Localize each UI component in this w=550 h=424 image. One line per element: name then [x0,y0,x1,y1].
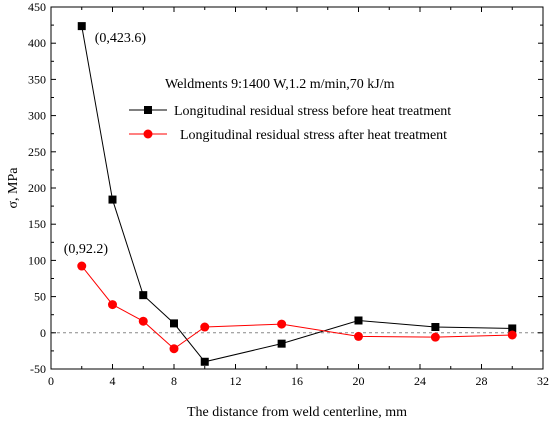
data-point-after [77,261,87,271]
x-tick-label: 28 [476,374,488,388]
data-point-after [507,330,517,340]
y-tick-label: 450 [28,0,46,14]
legend-label-before: Longitudinal residual stress before heat… [174,104,451,119]
annotation-after-peak: (0,92.2) [64,242,109,257]
y-tick-label: 50 [34,290,46,304]
data-point-before [170,319,178,328]
annotation-before-peak: (0,423.6) [95,31,147,46]
data-point-before [508,324,517,333]
data-point-after [138,316,148,326]
data-point-after [169,344,179,354]
legend-marker-before [144,106,152,114]
data-point-before [108,195,117,204]
data-point-after [277,319,287,329]
x-tick-label: 0 [48,374,54,388]
y-tick-label: 200 [28,181,46,195]
y-axis-title: σ, MPa [6,167,21,209]
y-tick-label: 250 [28,145,46,159]
y-tick-label: 0 [40,326,46,340]
data-point-after [200,322,210,332]
series-layer [77,22,517,366]
axis-ticks: 0 4 8 12 16 20 24 28 32-500501001502002503003504… [28,0,549,388]
data-point-before [139,291,148,300]
data-point-after [430,332,440,342]
data-point-after [354,331,363,341]
x-tick-label: 4 [110,374,116,388]
y-tick-label: 400 [28,36,46,50]
y-tick-label: -50 [30,362,46,376]
data-point-after [108,300,117,310]
x-axis-title: The distance from weld centerline, mm [187,405,407,420]
data-point-before [77,22,86,31]
x-tick-label: 8 [171,374,177,388]
plot-frame [50,6,544,370]
data-point-before [277,339,286,348]
series-line-after [81,265,513,350]
y-tick-label: 150 [28,217,46,231]
y-tick-label: 350 [28,72,46,86]
legend-title: Weldments 9:1400 W,1.2 m/min,70 kJ/m [165,77,395,92]
legend-marker-after [143,129,153,139]
x-tick-label: 12 [230,374,242,388]
x-tick-label: 20 [353,374,365,388]
data-point-before [431,323,440,332]
data-point-before [200,357,209,366]
x-tick-label: 16 [291,374,303,388]
x-tick-label: 32 [537,374,549,388]
legend-label-after: Longitudinal residual stress after heat … [180,128,447,143]
legend: Weldments 9:1400 W,1.2 m/min,70 kJ/m Lon… [129,77,451,143]
y-tick-label: 300 [28,109,46,123]
x-tick-label: 24 [414,374,426,388]
y-tick-label: 100 [28,253,46,267]
data-point-before [354,316,363,325]
